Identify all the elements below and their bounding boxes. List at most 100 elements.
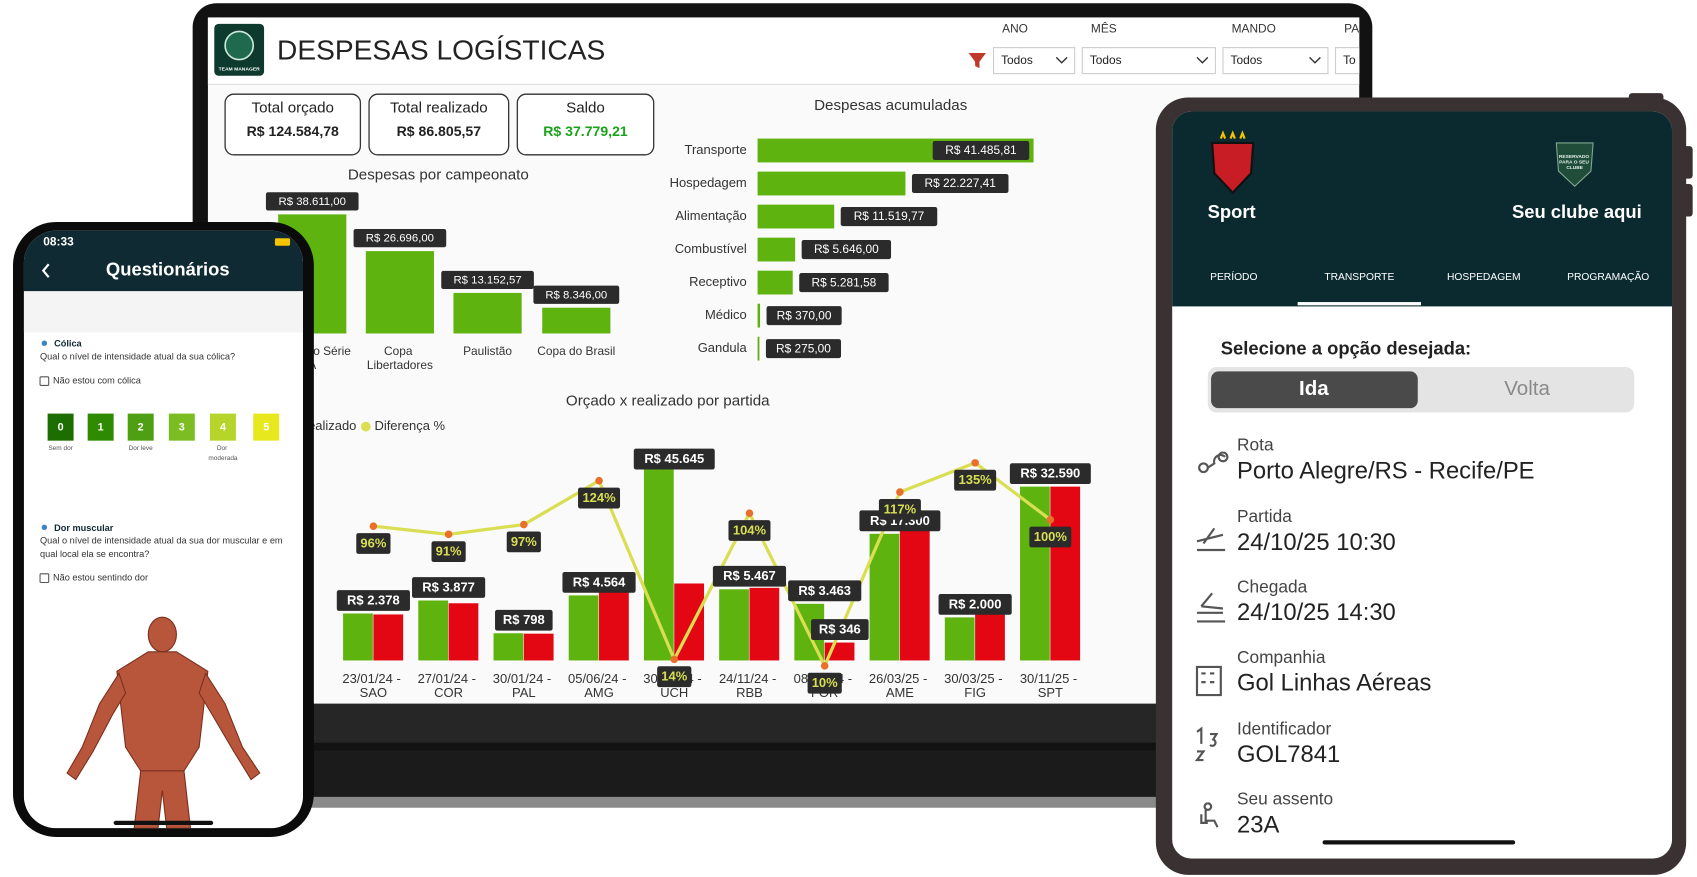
field-label: Identificador [1237, 718, 1331, 738]
field-label: Companhia [1237, 647, 1326, 667]
filter-label: PAR [1344, 21, 1368, 35]
data-label-bg [878, 499, 921, 520]
data-label-bg [728, 520, 771, 541]
pain-value: 3 [179, 422, 185, 434]
field-label: Rota [1237, 435, 1274, 455]
data-label: R$ 8.346,00 [545, 289, 607, 301]
checkbox[interactable] [39, 376, 50, 386]
home-indicator [1322, 840, 1516, 845]
club-stars [1219, 130, 1246, 139]
club-placeholder: Seu clube aqui [1512, 201, 1642, 222]
section-icon [41, 524, 48, 530]
filter-icon [968, 53, 986, 69]
data-label-bg [801, 240, 892, 260]
dashboard-title: DESPESAS LOGÍSTICAS [277, 34, 605, 65]
field-value: Porto Alegre/RS - Recife/PE [1237, 457, 1535, 484]
pain-value: 1 [98, 422, 104, 434]
question: Qual o nível de intensidade atual da sua… [40, 536, 285, 560]
toggle-option[interactable]: Volta [1504, 377, 1550, 400]
phone-header [23, 230, 304, 292]
filter-chevron [1309, 56, 1321, 64]
toggle-selected[interactable] [1211, 371, 1418, 409]
status-time: 08:33 [43, 235, 74, 249]
line: 30/11/25 - [1020, 671, 1081, 686]
toggle-option[interactable]: Ida [1299, 377, 1329, 400]
phone-screen: 08:33 Questionários Cólica Qual o nível de … [23, 230, 304, 829]
bar-budget [869, 533, 900, 661]
line-difference [373, 461, 1052, 670]
pain-option[interactable] [168, 413, 195, 441]
pain-option[interactable] [253, 413, 280, 441]
checkbox[interactable] [39, 573, 50, 584]
data-label: 97% [511, 534, 537, 549]
data-label-bg [807, 672, 842, 694]
pain-option[interactable] [127, 413, 154, 441]
bar [757, 270, 793, 295]
data-label-bg [1029, 526, 1072, 548]
data-label-bg [765, 339, 842, 359]
tab[interactable]: TRANSPORTE [1324, 272, 1394, 283]
bar-actual [448, 603, 479, 661]
line: 23/01/24 - [342, 671, 404, 686]
data-label: 91% [436, 544, 462, 559]
filter-dropdown[interactable] [992, 47, 1076, 75]
filter-dropdown[interactable] [1334, 47, 1401, 75]
line: RESERVADO [1559, 154, 1591, 160]
chart-title: Orçado x realizado por partida [566, 393, 770, 410]
tab[interactable]: PROGRAMAÇÃO [1567, 270, 1649, 283]
y-tick-label: Transporte [685, 142, 747, 157]
bar-budget [719, 589, 749, 661]
back-button[interactable] [41, 263, 50, 278]
pain-option[interactable] [209, 413, 236, 441]
x-tick-label: 05/06/24 - AMG [568, 671, 630, 700]
legend-label: Diferença % [374, 418, 445, 433]
y-tick-label: Combustível [675, 241, 747, 256]
bar [757, 237, 796, 262]
data-label: R$ 22.227,41 [925, 176, 997, 190]
line-point [670, 655, 679, 664]
data-label: R$ 41.485,81 [945, 143, 1017, 157]
data-label: R$ 32.590 [1020, 466, 1080, 481]
x-tick-label: 30/03/25 - FIG [944, 671, 1006, 700]
data-label-bg [633, 448, 715, 470]
figure-left-arm [66, 672, 127, 781]
data-label: R$ 38.611,00 [279, 196, 346, 208]
line-point [520, 520, 528, 529]
line-point [369, 522, 378, 530]
pain-option[interactable] [87, 413, 114, 441]
bar [542, 307, 611, 334]
section-icon [41, 340, 48, 346]
data-label-bg [766, 306, 842, 326]
club-name: Sport [1208, 201, 1256, 222]
pain-value: 4 [220, 422, 226, 434]
kpi-label: Saldo [566, 99, 605, 116]
data-label-bg [932, 140, 1030, 161]
filter-label: ANO [1002, 21, 1028, 35]
line-point [971, 459, 979, 467]
field-value: GOL7841 [1237, 741, 1340, 768]
data-label-bg [353, 229, 447, 248]
tablet: Sport RESERVADO PARA O SEU CLUBE Seu clube… [1155, 93, 1693, 875]
line: 27/01/24 - [418, 671, 480, 686]
kpi-card [224, 93, 362, 156]
bar-budget [944, 617, 975, 661]
filter-dropdown[interactable] [1222, 47, 1329, 75]
club-crest [1210, 141, 1255, 195]
kpi-label: Total orçado [252, 99, 334, 116]
pain-option[interactable] [47, 413, 74, 441]
tab[interactable]: PERÍODO [1210, 270, 1257, 283]
line: CLUBE [1566, 165, 1583, 171]
filter-label: MÊS [1091, 20, 1117, 35]
tab[interactable]: HOSPEDAGEM [1447, 272, 1521, 283]
line: 24/11/24 - [719, 671, 780, 686]
data-label-bg [938, 594, 1012, 615]
field-value: 23A [1237, 811, 1279, 838]
data-label-bg [712, 565, 787, 587]
filter-chevron [1196, 56, 1209, 64]
line-point [820, 662, 829, 670]
question: Qual o nível de intensidade atual da sua… [40, 352, 235, 362]
bar [757, 303, 761, 328]
filter-dropdown[interactable] [1081, 47, 1216, 75]
